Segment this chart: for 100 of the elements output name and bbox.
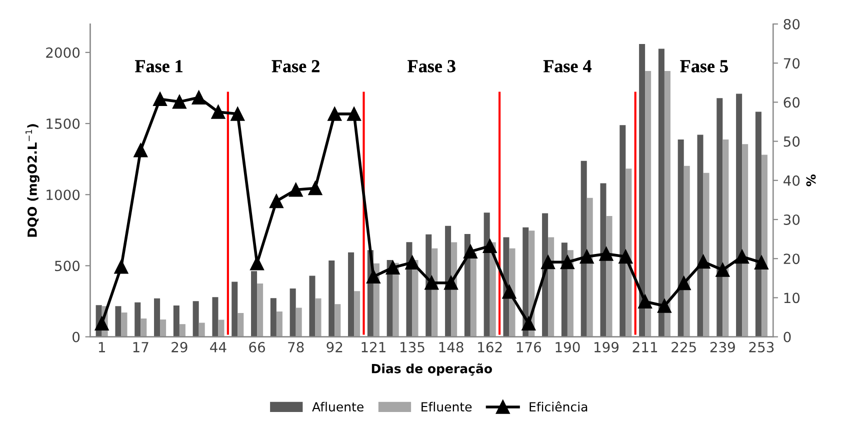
x-tick-label: 225 bbox=[672, 342, 696, 352]
point bbox=[172, 94, 186, 109]
bar bbox=[257, 283, 264, 337]
bar bbox=[218, 320, 224, 337]
point bbox=[502, 284, 516, 299]
x-tick-label: 176 bbox=[516, 342, 542, 352]
bar bbox=[179, 324, 186, 337]
y2-tick-label: 20 bbox=[784, 254, 800, 264]
bar bbox=[270, 298, 276, 337]
y-tick-label: 1500 bbox=[46, 118, 80, 129]
bar bbox=[684, 166, 690, 337]
x-tick-label: 17 bbox=[133, 342, 148, 352]
point bbox=[347, 106, 361, 121]
y2-tick-label: 80 bbox=[784, 18, 800, 30]
bar bbox=[606, 216, 612, 337]
bar bbox=[484, 212, 490, 337]
bar bbox=[238, 313, 244, 337]
bar bbox=[600, 183, 606, 337]
x-tick-label: 78 bbox=[288, 342, 304, 352]
point bbox=[288, 182, 303, 197]
point bbox=[735, 250, 750, 264]
bar bbox=[140, 318, 147, 337]
y2-tick-label: 0 bbox=[784, 332, 791, 342]
bar bbox=[586, 198, 593, 337]
bar bbox=[198, 322, 205, 337]
y2-tick-label: 10 bbox=[784, 292, 800, 304]
point bbox=[599, 246, 614, 261]
point bbox=[230, 106, 245, 121]
point bbox=[153, 92, 167, 106]
point bbox=[114, 260, 128, 274]
bar bbox=[290, 288, 296, 337]
point bbox=[482, 239, 497, 254]
point bbox=[754, 256, 768, 270]
bar bbox=[755, 112, 762, 337]
bar bbox=[251, 271, 258, 337]
point bbox=[250, 256, 264, 270]
point bbox=[716, 262, 730, 277]
y-axis-title: DQO (mgO2.L$^{−1}$) bbox=[26, 124, 40, 237]
point bbox=[94, 316, 109, 330]
annotation: Fase 4 bbox=[543, 60, 592, 72]
bar bbox=[664, 71, 670, 337]
y2-tick-label: 60 bbox=[784, 97, 800, 108]
bar bbox=[121, 312, 128, 337]
point bbox=[134, 143, 148, 158]
point bbox=[560, 255, 574, 270]
bar bbox=[232, 282, 238, 337]
bar bbox=[276, 311, 282, 337]
bar bbox=[315, 298, 322, 337]
x-tick-label: 148 bbox=[439, 342, 464, 352]
point bbox=[269, 194, 284, 208]
point bbox=[405, 256, 420, 270]
bar bbox=[703, 172, 710, 337]
bar bbox=[348, 252, 354, 337]
point bbox=[328, 106, 342, 121]
bar bbox=[736, 94, 742, 337]
x-tick-label: 162 bbox=[478, 342, 502, 352]
point bbox=[696, 254, 710, 269]
y2-tick-label: 50 bbox=[784, 136, 800, 147]
bar bbox=[115, 306, 122, 337]
x-tick-label: 135 bbox=[400, 342, 424, 352]
annotation: Fase 5 bbox=[680, 60, 728, 72]
y-tick-label: 1000 bbox=[46, 190, 80, 200]
y-tick-label: 0 bbox=[72, 332, 80, 342]
point bbox=[618, 250, 633, 264]
x-tick-label: 239 bbox=[710, 342, 735, 352]
y2-tick-label: 40 bbox=[784, 175, 800, 186]
bar bbox=[296, 308, 302, 337]
point bbox=[580, 250, 594, 264]
bar bbox=[626, 168, 632, 337]
x-tick-label: 121 bbox=[362, 342, 386, 352]
bar bbox=[645, 71, 652, 337]
y2-axis-title: % bbox=[806, 174, 816, 186]
point bbox=[366, 270, 380, 284]
x-tick-label: 66 bbox=[249, 342, 266, 352]
bar bbox=[470, 252, 476, 337]
bar bbox=[620, 125, 626, 337]
y-tick-label: 2000 bbox=[46, 47, 80, 58]
point bbox=[522, 316, 536, 330]
point bbox=[638, 294, 652, 309]
bar bbox=[445, 226, 452, 337]
x-tick-label: 1 bbox=[98, 342, 105, 352]
bar bbox=[160, 319, 166, 337]
annotation: Fase 1 bbox=[135, 60, 182, 72]
legend-label: Eficiência bbox=[530, 401, 588, 412]
bar bbox=[154, 298, 160, 337]
point bbox=[386, 260, 400, 275]
point bbox=[308, 181, 322, 196]
legend-label: Efluente bbox=[422, 402, 472, 412]
bar bbox=[192, 301, 199, 337]
bar bbox=[639, 44, 646, 337]
x-tick-label: 199 bbox=[594, 342, 619, 352]
bar bbox=[716, 98, 723, 337]
legend-label: Afluente bbox=[312, 402, 364, 412]
point bbox=[192, 90, 206, 104]
point bbox=[658, 298, 672, 313]
bar bbox=[309, 276, 316, 337]
bar bbox=[173, 306, 180, 337]
bar bbox=[328, 260, 335, 337]
point bbox=[464, 244, 478, 259]
bar bbox=[761, 154, 768, 337]
